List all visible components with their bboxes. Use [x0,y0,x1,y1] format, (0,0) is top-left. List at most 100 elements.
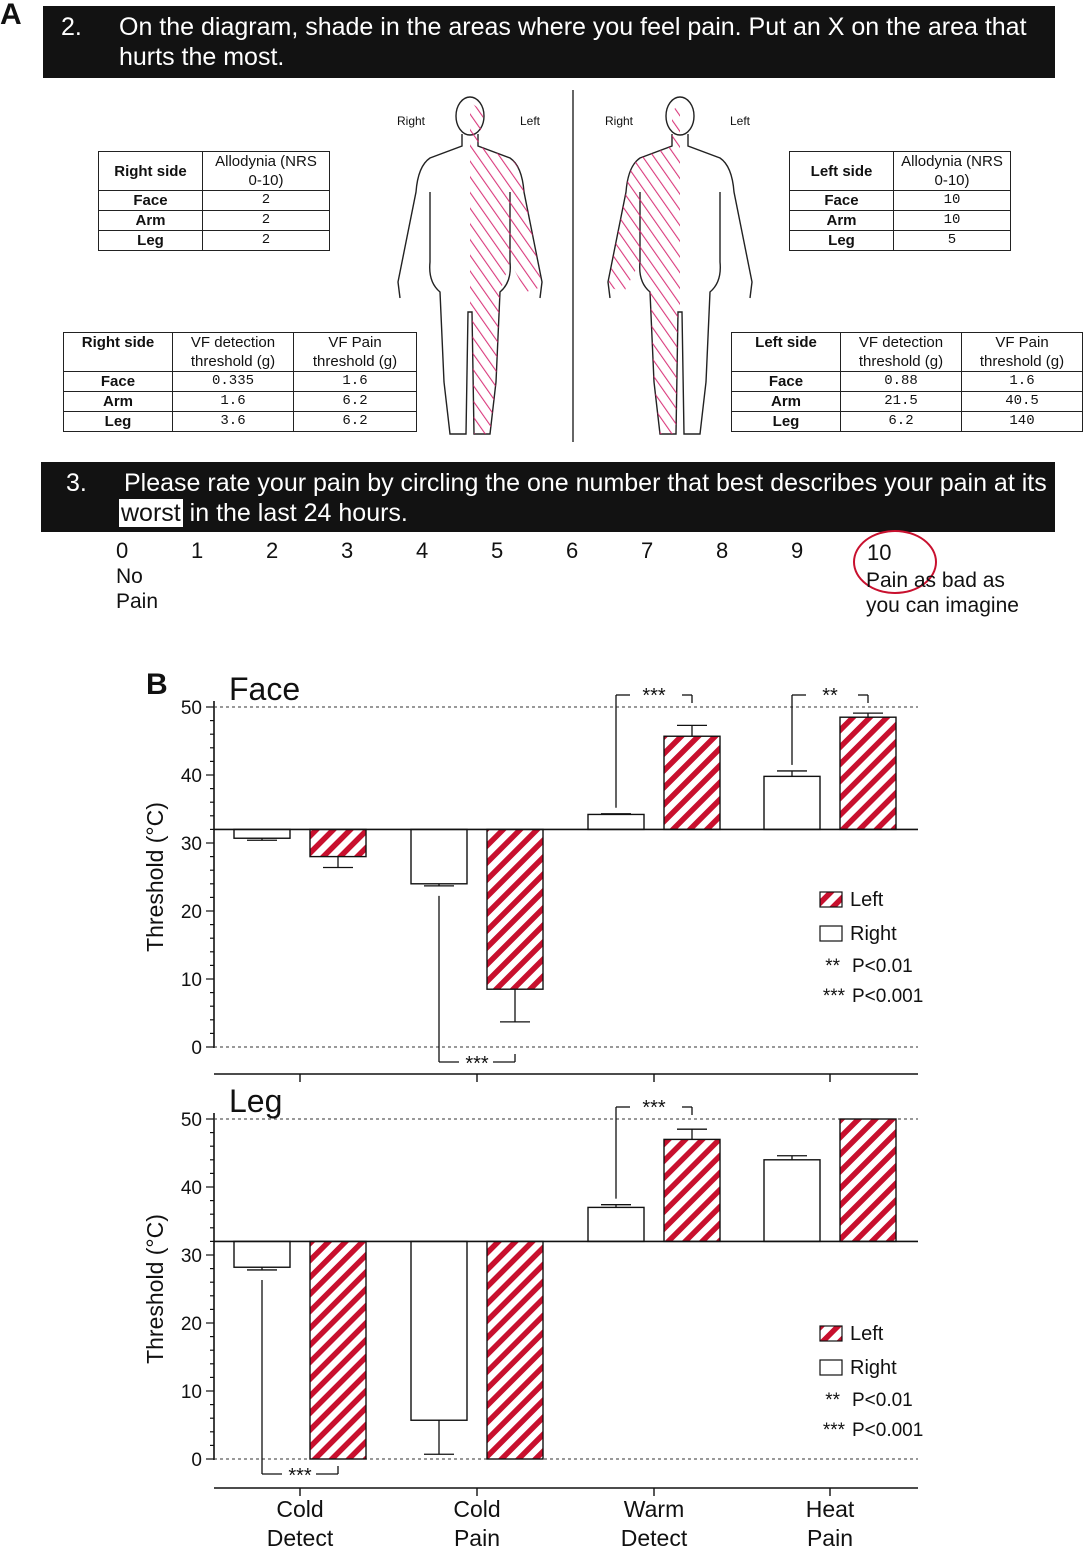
scale-high-label: Pain as bad as you can imagine [866,568,1019,618]
allodynia-right-row-label: Arm [98,210,203,231]
allodynia-right-value: 2 [202,190,330,211]
vf-right-row-label: Arm [63,391,173,412]
scale-high-label-line-2: you can imagine [866,594,1019,617]
x-tick-label: Cold [276,1496,323,1522]
y-tick-label: 0 [191,1038,202,1059]
legend-significance-symbol: *** [823,1420,846,1441]
legend-swatch-left [819,1325,843,1342]
question-3-line-2-rest: in the last 24 hours. [182,499,408,527]
scale-low-label: No Pain [116,564,158,614]
y-tick-label: 50 [181,698,202,719]
y-axis-label: Threshold (°C) [142,1214,168,1364]
scale-number[interactable]: 1 [191,538,204,563]
legend-significance-text: P<0.01 [852,1390,913,1411]
allodynia-left-value: 10 [893,210,1011,231]
significance-label: *** [642,685,666,707]
vf-right-detection-value: 1.6 [172,391,294,412]
y-tick-label: 10 [181,970,202,991]
body-outline-figure [397,90,753,442]
question-2-number: 2. [61,13,82,41]
significance-label: *** [465,1053,489,1075]
allodynia-right-value: 2 [202,210,330,231]
allodynia-right-row-label: Leg [98,230,203,251]
legend-label-left: Left [850,889,884,911]
significance-label: *** [642,1097,666,1119]
scale-high-label-line-1: Pain as bad as [866,569,1005,592]
significance-label: *** [288,1465,312,1487]
y-tick-label: 40 [181,1178,202,1199]
legend-significance-symbol: ** [825,1390,840,1411]
vf-left-pain-value: 140 [961,411,1083,432]
x-tick-label: Detect [267,1525,334,1550]
question-3-line-2: worst in the last 24 hours. [119,498,408,529]
y-axis-label: Threshold (°C) [142,802,168,952]
vf-left-header-pain: VF Pain threshold (g) [961,332,1083,372]
allodynia-right-value: 2 [202,230,330,251]
vf-right-table: Right side VF detection threshold (g) VF P… [63,332,417,432]
vf-left-row-label: Face [731,371,841,392]
panel-label-b: B [146,668,168,701]
allodynia-left-row-label: Arm [789,210,894,231]
x-tick-label: Cold [453,1496,500,1522]
question-2-line-1: On the diagram, shade in the areas where… [119,13,1027,41]
scale-number[interactable]: 8 [716,538,729,563]
bar-left [309,828,367,858]
front-right-label: Right [397,114,426,128]
allodynia-right-header-side: Right side [98,151,203,191]
x-tick-label: Warm [624,1496,684,1522]
vf-left-header-side: Left side [731,332,841,372]
chart-title: Face [229,671,300,707]
bar-left [839,1118,897,1243]
question-3-number: 3. [66,469,87,497]
body-diagram: Right Left Right Left [370,82,780,447]
allodynia-left-value: 10 [893,190,1011,211]
y-tick-label: 0 [191,1450,202,1471]
scale-number[interactable]: 6 [566,538,579,563]
bar-right [410,1240,468,1421]
question-3-banner: 3. Please rate your pain by circling the… [41,462,1055,532]
scale-number[interactable]: 5 [491,538,504,563]
bar-left [309,1240,367,1460]
vf-left-pain-value: 40.5 [961,391,1083,412]
vf-left-table: Left side VF detection threshold (g) VF Pa… [731,332,1083,432]
legend-swatch-left [819,891,843,908]
vf-right-detection-value: 0.335 [172,371,294,392]
significance-label: ** [822,685,838,707]
legend-swatch-right [819,925,843,942]
worst-highlight: worst [119,499,183,527]
scale-number[interactable]: 2 [266,538,279,563]
legend-significance-text: P<0.01 [852,956,913,977]
allodynia-left-table: Left side Allodynia (NRS 0-10) Face 10 Arm… [789,151,1011,251]
x-tick-label: Pain [454,1525,500,1550]
legend-label-right: Right [850,923,897,945]
scale-number[interactable]: 9 [791,538,804,563]
y-tick-label: 30 [181,1246,202,1267]
panel-label-a: A [0,0,22,31]
vf-right-header-detection: VF detection threshold (g) [172,332,294,372]
bar-left [839,716,897,831]
allodynia-left-row-label: Face [789,190,894,211]
vf-left-detection-value: 21.5 [840,391,962,412]
y-tick-label: 30 [181,834,202,855]
scale-number[interactable]: 4 [416,538,429,563]
bar-left [663,1138,721,1243]
y-tick-label: 20 [181,1314,202,1335]
legend-significance-symbol: ** [825,956,840,977]
pain-rating-circle [853,530,937,594]
vf-right-row-label: Face [63,371,173,392]
scale-number[interactable]: 0 [116,538,129,563]
legend-label-right: Right [850,1357,897,1379]
vf-left-detection-value: 6.2 [840,411,962,432]
allodynia-right-header-nrs: Allodynia (NRS 0-10) [202,151,330,191]
scale-number[interactable]: 7 [641,538,654,563]
legend-significance-symbol: *** [823,986,846,1007]
allodynia-right-table: Right side Allodynia (NRS 0-10) Face 2 Arm… [98,151,330,251]
vf-left-header-detection: VF detection threshold (g) [840,332,962,372]
vf-right-header-side: Right side [63,332,173,372]
allodynia-right-row-label: Face [98,190,203,211]
bar-left [486,828,544,990]
scale-number[interactable]: 3 [341,538,354,563]
bar-left [486,1240,544,1460]
vf-right-pain-value: 6.2 [293,391,417,412]
